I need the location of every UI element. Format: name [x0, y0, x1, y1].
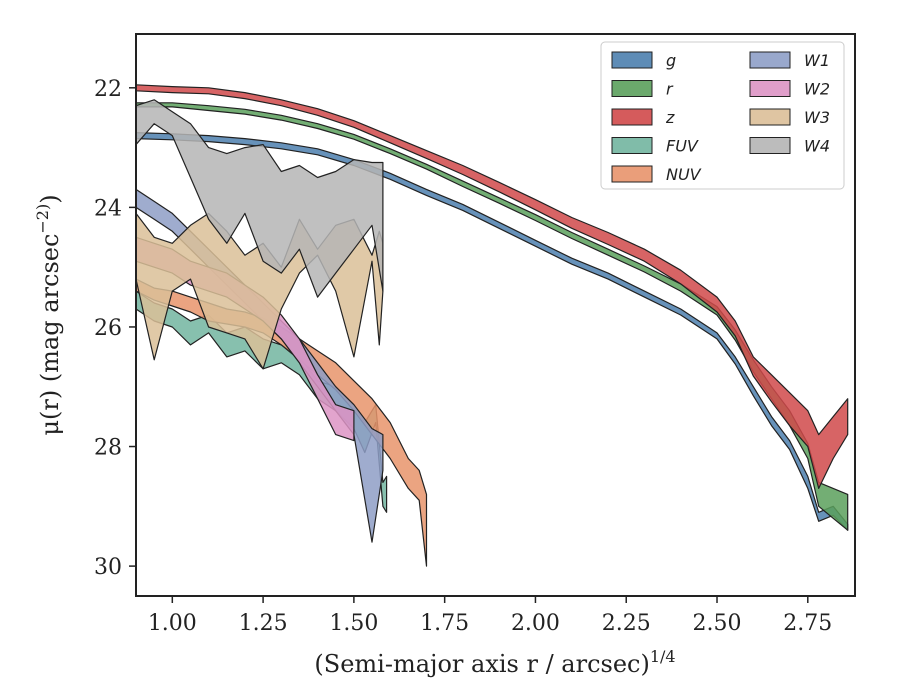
legend-label-w1: W1 [804, 51, 830, 70]
y-axis-label: μ(r) (mag arcsec−2)) [33, 194, 64, 435]
x-tick-label: 1.75 [420, 611, 469, 636]
y-tick-label: 30 [94, 555, 122, 580]
legend-swatch-z [611, 108, 653, 126]
x-tick-label: 2.25 [602, 611, 651, 636]
plot-bands [136, 84, 849, 567]
y-tick-label: 26 [94, 316, 122, 341]
legend-label-w2: W2 [804, 80, 830, 99]
legend-swatch-w1 [749, 51, 791, 69]
x-axis-label: (Semi-major axis r / arcsec)1/4 [314, 647, 675, 678]
legend-swatch-w2 [749, 80, 791, 97]
band-z [136, 84, 849, 489]
legend-swatch-w4 [749, 137, 791, 154]
legend-swatch-w3 [749, 108, 791, 126]
legend-swatch-r [611, 80, 653, 97]
band-w4 [136, 99, 384, 298]
y-tick-label: 22 [94, 77, 122, 102]
legend-label-nuv: NUV [666, 165, 702, 184]
legend-swatch-nuv [611, 165, 653, 183]
legend-swatch-g [611, 51, 653, 69]
x-tick-label: 2.75 [783, 611, 832, 636]
legend-label-w4: W4 [804, 137, 830, 156]
x-tick-label: 2.00 [511, 611, 560, 636]
legend-label-fuv: FUV [666, 137, 699, 156]
band-r [136, 102, 849, 531]
x-tick-label: 1.00 [148, 611, 197, 636]
legend-label-r: r [666, 80, 674, 99]
x-tick-label: 1.50 [329, 611, 378, 636]
y-tick-label: 28 [94, 436, 122, 461]
plot-frame [135, 33, 856, 597]
legend: grz FUV NUV W1 W2 W3 W4 [600, 41, 845, 190]
legend-label-g: g [666, 51, 676, 70]
x-tick-label: 2.50 [693, 611, 742, 636]
y-axis: 22 24 26 28 30 [94, 77, 136, 580]
legend-swatch-fuv [611, 137, 653, 154]
x-tick-label: 1.25 [239, 611, 288, 636]
y-tick-label: 24 [94, 196, 122, 221]
x-axis: 1.00 1.25 1.50 1.75 2.00 2.25 2.50 2.75 [148, 596, 832, 636]
legend-label-z: z [665, 108, 675, 127]
legend-label-w3: W3 [804, 108, 830, 127]
